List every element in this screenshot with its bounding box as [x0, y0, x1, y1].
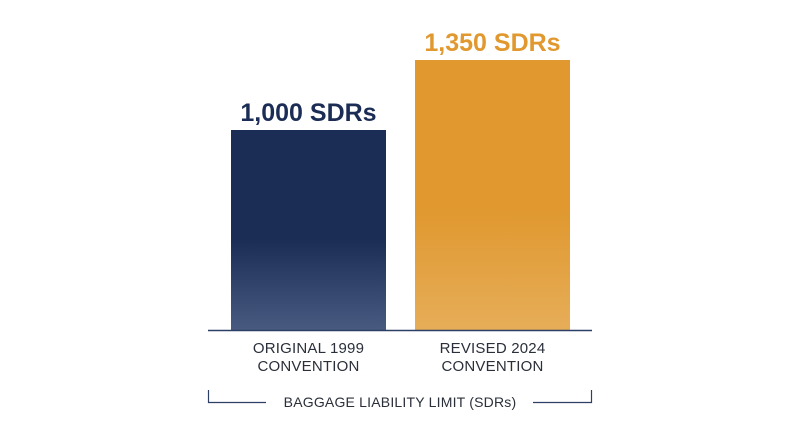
bracket-right: [533, 390, 593, 404]
labels-layer: 1,000 SDRs 1,350 SDRs: [240, 29, 560, 127]
bracket-left: [207, 390, 266, 404]
x-tick-label-2-line-1: REVISED 2024: [440, 340, 546, 357]
axis-title-bracket: BAGGAGE LIABILITY LIMIT (SDRs): [207, 390, 593, 410]
value-label-1: 1,000 SDRs: [240, 99, 376, 127]
x-tick-label-2-line-2: CONVENTION: [441, 358, 543, 375]
bar-2: [415, 60, 570, 330]
x-tick-label-1-line-1: ORIGINAL 1999: [253, 340, 364, 357]
bar-1: [231, 130, 386, 330]
x-axis-title: BAGGAGE LIABILITY LIMIT (SDRs): [284, 394, 517, 410]
value-label-2: 1,350 SDRs: [424, 29, 560, 57]
bars-layer: [231, 60, 570, 330]
x-tick-label-1-line-2: CONVENTION: [257, 358, 359, 375]
